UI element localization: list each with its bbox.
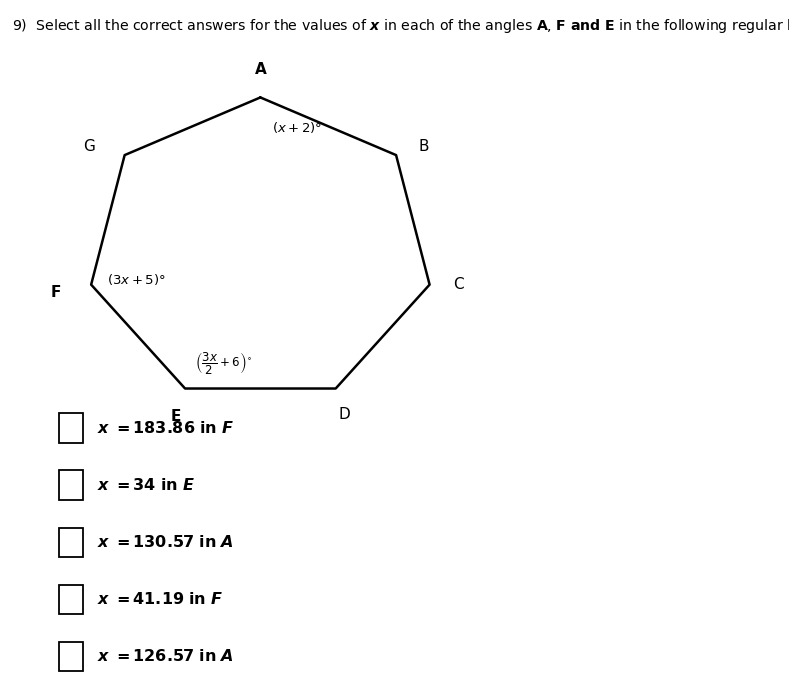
Text: $(x + 2)°$: $(x + 2)°$ xyxy=(272,120,323,135)
Text: $\boldsymbol{x}$ $\mathbf{= 126. 57}$ $\mathbf{in}$ $\boldsymbol{A}$: $\boldsymbol{x}$ $\mathbf{= 126. 57}$ $\… xyxy=(97,649,234,664)
Bar xyxy=(59,642,83,671)
Text: $\boldsymbol{x}$ $\mathbf{= 34}$ $\mathbf{in}$ $\boldsymbol{E}$: $\boldsymbol{x}$ $\mathbf{= 34}$ $\mathb… xyxy=(97,477,195,493)
Text: B: B xyxy=(418,139,428,155)
Bar xyxy=(59,470,83,500)
Text: $\left(\dfrac{3x}{2}+6\right)^{\circ}$: $\left(\dfrac{3x}{2}+6\right)^{\circ}$ xyxy=(195,350,252,376)
Bar xyxy=(59,413,83,443)
Text: $\boldsymbol{x}$ $\mathbf{= 130. 57}$ $\mathbf{in}$ $\boldsymbol{A}$: $\boldsymbol{x}$ $\mathbf{= 130. 57}$ $\… xyxy=(97,535,234,550)
Text: C: C xyxy=(453,277,464,292)
Text: 9)  Select all the correct answers for the values of $\boldsymbol{x}$ in each of: 9) Select all the correct answers for th… xyxy=(12,17,789,35)
Text: $\boldsymbol{x}$ $\mathbf{= 41. 19}$ $\mathbf{in}$ $\boldsymbol{F}$: $\boldsymbol{x}$ $\mathbf{= 41. 19}$ $\m… xyxy=(97,592,223,607)
Bar xyxy=(59,585,83,614)
Text: A: A xyxy=(255,61,266,77)
Text: D: D xyxy=(338,406,350,422)
Text: G: G xyxy=(83,139,95,155)
Text: F: F xyxy=(50,285,62,301)
Text: $\boldsymbol{x}$ $\mathbf{= 183. 86}$ $\mathbf{in}$ $\boldsymbol{F}$: $\boldsymbol{x}$ $\mathbf{= 183. 86}$ $\… xyxy=(97,420,234,436)
Text: $(3x + 5)°$: $(3x + 5)°$ xyxy=(107,271,166,287)
Bar xyxy=(59,528,83,557)
Text: E: E xyxy=(170,409,181,425)
